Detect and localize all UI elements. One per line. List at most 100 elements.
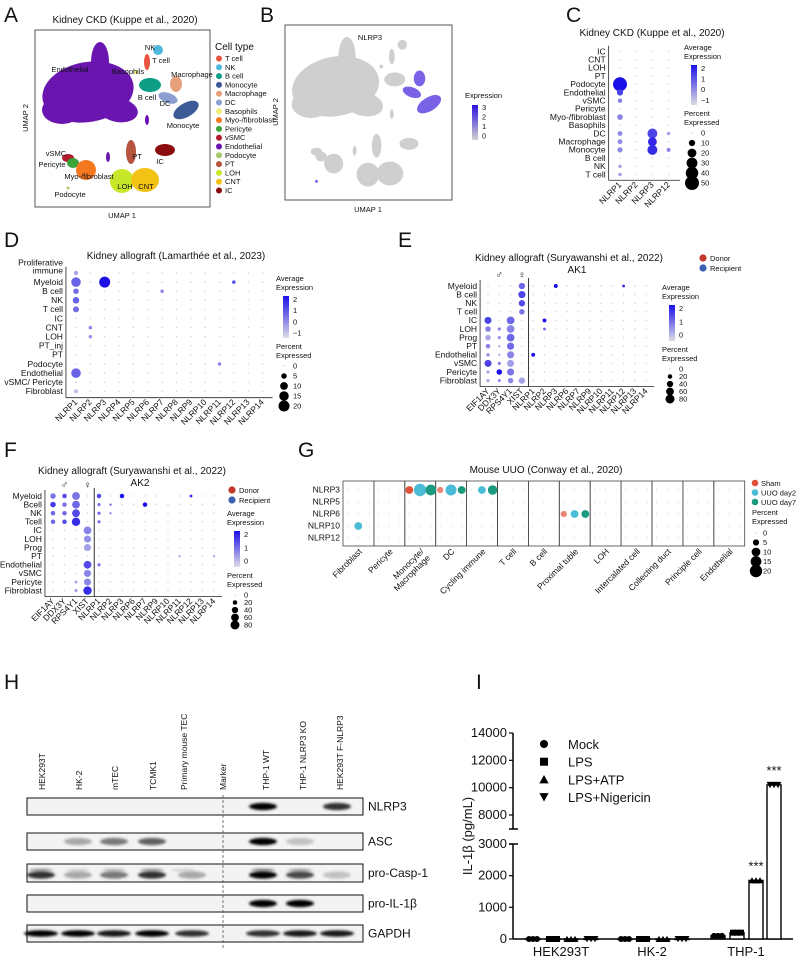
pct-legend-label: 0 <box>244 591 248 600</box>
dot-empty <box>104 290 106 292</box>
dot-nk-ddx3y <box>62 510 67 516</box>
dot-empty <box>522 537 525 539</box>
dot-empty <box>75 381 77 383</box>
dot-empty <box>98 546 100 549</box>
pct-expressed-title: Percent Expressed <box>276 342 311 360</box>
dot-empty <box>635 100 637 102</box>
avg-expression-tick: 2 <box>244 530 248 539</box>
dot-empty <box>728 513 730 515</box>
dot-uuo-day7 <box>581 510 590 518</box>
dot-empty <box>213 589 215 592</box>
dot-nk-nlrp1 <box>72 297 80 304</box>
dot-empty <box>98 529 100 532</box>
dot-empty <box>261 363 264 365</box>
blot-strip <box>26 894 364 913</box>
dot-empty <box>532 311 534 313</box>
pct-legend-dot <box>232 600 238 605</box>
dot-empty <box>175 290 178 292</box>
dot-empty <box>167 564 169 566</box>
dot-empty <box>175 308 178 311</box>
dot-empty <box>233 372 235 374</box>
dot-empty <box>388 537 390 539</box>
pct-legend-label: 20 <box>244 598 252 607</box>
row-label: Pericyte <box>446 367 477 377</box>
dot-empty <box>666 513 668 515</box>
avg-expression-tick: 0 <box>679 331 683 340</box>
dot-fibroblast-rps4y1 <box>74 589 78 593</box>
dot-empty <box>651 91 654 94</box>
dot-empty <box>574 525 576 527</box>
dot-fibroblast-ddx3y <box>497 379 501 383</box>
data-point <box>636 936 642 942</box>
row-label: IC <box>469 315 478 325</box>
dot-empty <box>708 537 710 539</box>
dot-empty <box>509 293 512 296</box>
dot-vsmc-eif1ay <box>484 359 492 367</box>
dot-empty <box>461 525 463 527</box>
dot-empty <box>75 336 77 338</box>
dot-bcell-eif1ay <box>50 501 56 508</box>
dot-empty <box>686 537 689 539</box>
dot-empty <box>388 525 390 527</box>
dot-empty <box>118 390 120 392</box>
dot-empty <box>178 581 181 583</box>
umap-a-title: Kidney CKD (Kuppe et al., 2020) <box>52 15 197 26</box>
dot-empty <box>118 308 120 311</box>
dot-uuo-day2 <box>570 510 579 518</box>
dot-empty <box>646 537 648 539</box>
dot-monocyte-nlrp1 <box>617 147 623 153</box>
dot-empty <box>450 525 452 527</box>
dot-empty <box>667 50 670 53</box>
facet-panel <box>713 480 746 547</box>
dot-empty <box>487 311 489 313</box>
pct-legend-dot <box>665 394 675 404</box>
dot-empty <box>89 281 92 283</box>
band <box>246 930 280 937</box>
dot-empty <box>144 589 146 592</box>
dot-empty <box>247 281 249 283</box>
dot-empty <box>155 572 158 575</box>
dot-empty <box>615 537 617 539</box>
data-point <box>554 936 560 942</box>
pct-legend-dot <box>278 400 290 412</box>
row-label: PT <box>595 71 606 81</box>
dot-empty <box>89 317 92 320</box>
dot-ic-xist <box>83 526 92 535</box>
umap-b-cells <box>291 36 442 187</box>
umap-b-cluster <box>389 109 394 120</box>
dot-empty <box>408 537 410 539</box>
dot-empty <box>218 372 221 374</box>
legend-item-label: B cell <box>225 72 244 81</box>
dot-myeloid-nlrp3 <box>553 284 558 288</box>
legend-swatch <box>216 143 222 150</box>
band <box>100 871 128 879</box>
row-label: CNT <box>588 55 605 65</box>
dot-empty <box>52 589 54 592</box>
dot-t-cell-xist <box>519 309 525 315</box>
lane-label: HEK293T F-NLRP3 <box>335 715 345 790</box>
dot-pt-nlrp11 <box>178 555 181 558</box>
group-legend-swatch <box>699 264 707 272</box>
dotplot-title: Kidney allograft (Suryawanshi et al., 20… <box>475 253 663 264</box>
lane-label: Primary mouse TEC <box>179 714 189 790</box>
pct-expressed-title-line: Percent <box>276 342 303 351</box>
dot-fibroblast-nlrp1 <box>73 389 79 394</box>
umap-a-cluster <box>76 160 96 180</box>
dot-empty <box>247 326 249 329</box>
dot-empty <box>651 116 654 118</box>
row-label: NK <box>465 298 477 308</box>
dot-empty <box>543 379 546 382</box>
dot-empty <box>470 501 472 503</box>
umap-a-cluster <box>91 42 109 82</box>
dot-empty <box>635 501 638 503</box>
dot-empty <box>121 538 123 540</box>
condition-legend-label: UUO day7 <box>761 498 796 507</box>
avg-expression-title-line: Average <box>276 274 304 283</box>
facet-label: Fibroblast <box>330 546 364 580</box>
dot-empty <box>604 489 607 491</box>
avg-expression-title: Average Expression <box>662 283 699 301</box>
dot-empty <box>346 513 349 515</box>
dot-empty <box>577 302 580 304</box>
dot-empty <box>213 581 215 583</box>
dot-empty <box>634 302 636 304</box>
